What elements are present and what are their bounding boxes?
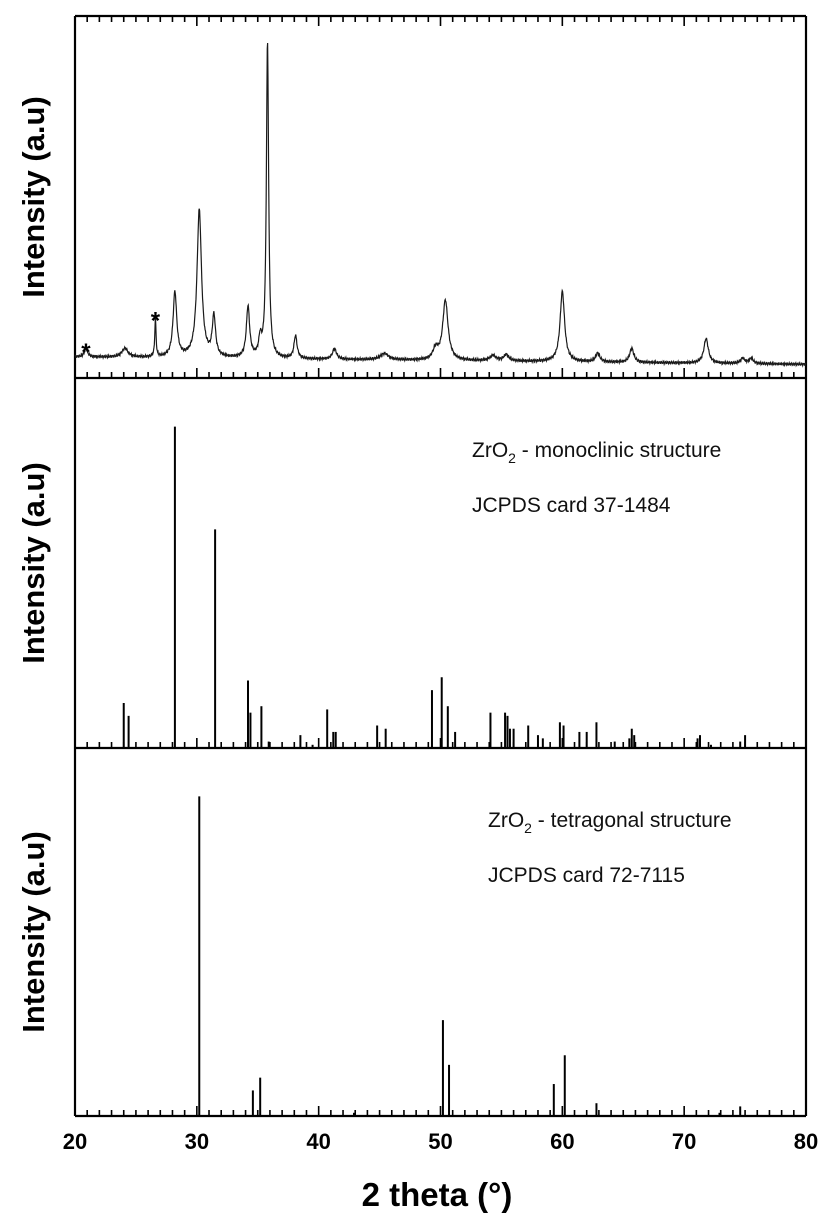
y-axis-label: Intensity (a.u): [16, 462, 51, 664]
panel-2: Intensity (a.u) ZrO2 - monoclinic structu…: [16, 378, 808, 750]
y-axis-label: Intensity (a.u): [16, 96, 51, 298]
jcpds-card-label: JCPDS card 72-7115: [488, 864, 685, 887]
x-tick-label: 40: [306, 1129, 330, 1154]
phase-name: ZrO2 - monoclinic structure: [472, 439, 721, 466]
impurity-marker: *: [81, 339, 91, 366]
x-tick-label: 20: [63, 1129, 87, 1154]
x-tick-label: 30: [185, 1129, 209, 1154]
panel-3: Intensity (a.u) ZrO2 - tetragonal structu…: [16, 748, 808, 1118]
xrd-pattern-line: [74, 42, 807, 368]
x-tick-label: 60: [550, 1129, 574, 1154]
x-tick-label: 80: [794, 1129, 818, 1154]
phase-name: ZrO2 - tetragonal structure: [488, 809, 732, 836]
impurity-marker: *: [151, 307, 161, 334]
x-tick-label: 50: [428, 1129, 452, 1154]
jcpds-card-label: JCPDS card 37-1484: [472, 494, 671, 517]
panel-1: Intensity (a.u) * *: [16, 14, 808, 380]
x-axis: 20 30 40 50 60 70 80: [63, 1129, 818, 1154]
x-axis-label: 2 theta (°): [362, 1176, 513, 1213]
y-axis-label: Intensity (a.u): [16, 831, 51, 1033]
x-tick-label: 70: [672, 1129, 696, 1154]
